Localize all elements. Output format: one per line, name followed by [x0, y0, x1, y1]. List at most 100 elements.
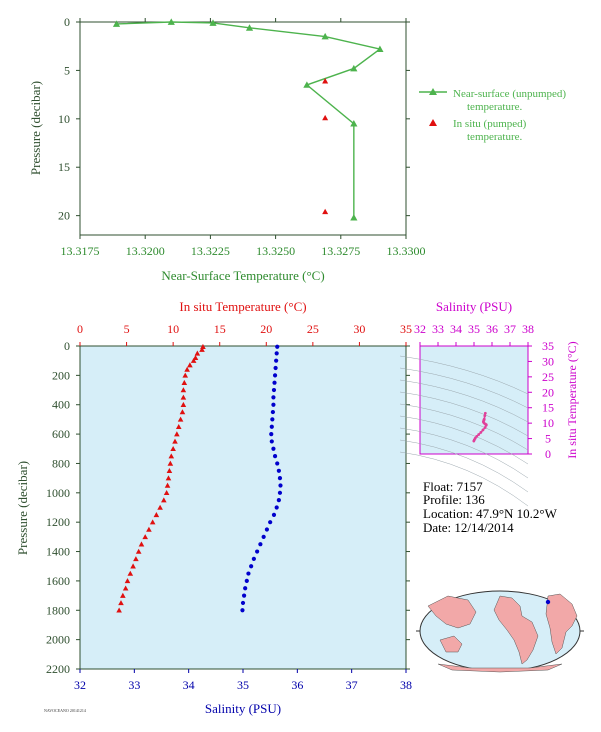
legend-insitu-marker — [429, 119, 437, 126]
main-y-tick-label: 1000 — [46, 486, 70, 500]
top-y-tick-label: 5 — [64, 63, 70, 77]
sal-tick-label: 32 — [74, 678, 86, 692]
map-eurasia-africa — [545, 593, 578, 655]
float-location-marker — [545, 599, 551, 605]
temperature-point — [135, 548, 142, 554]
density-contour — [399, 415, 529, 465]
temperature-point — [120, 592, 126, 598]
legend-nearsurface-label: Near-surface (unpumped) — [453, 88, 566, 100]
main-plot-frame — [79, 345, 407, 670]
temperature-point — [170, 445, 176, 452]
main-y-tick-label: 800 — [52, 456, 70, 470]
ts-point — [483, 414, 487, 418]
top-y-tick-label: 15 — [58, 160, 70, 174]
temperature-point — [180, 394, 187, 400]
salinity-point — [276, 468, 281, 473]
salinity-point — [271, 395, 276, 400]
salinity-point — [268, 520, 273, 525]
salinity-point — [277, 476, 283, 481]
sal-tick-label: 38 — [400, 678, 412, 692]
sal-tick-label: 35 — [237, 678, 249, 692]
salinity-point — [275, 344, 280, 349]
salinity-point — [269, 424, 274, 429]
legend-nearsurface-label-line2: temperature. — [467, 101, 523, 113]
legend-nearsurface-marker — [429, 88, 437, 95]
ts-x-tick-label: 32 — [414, 322, 426, 336]
density-contour — [399, 355, 529, 395]
sal-tick-label: 33 — [128, 678, 140, 692]
salinity-point — [273, 365, 278, 371]
temperature-point — [177, 416, 184, 422]
density-contour — [399, 391, 529, 437]
ts-x-tick-label: 36 — [486, 322, 498, 336]
salinity-point — [240, 608, 245, 613]
temperature-point — [187, 362, 193, 368]
temperature-point — [153, 512, 160, 518]
map-australia — [439, 635, 463, 653]
ts-y-axis-label: In situ Temperature (°C) — [565, 341, 579, 458]
world-map — [416, 590, 584, 673]
temperature-point — [168, 453, 175, 459]
temperature-point — [116, 607, 122, 613]
top-y-tick-label: 0 — [64, 15, 70, 29]
temperature-point — [184, 366, 190, 372]
salinity-point — [251, 556, 256, 561]
nearsurface-point — [245, 24, 254, 31]
salinity-point — [274, 358, 279, 363]
temperature-point — [133, 556, 139, 562]
density-contours — [399, 355, 529, 507]
location: Location: 47.9°N 10.2°W — [423, 506, 558, 521]
temperature-point — [180, 401, 187, 407]
ts-y-tick-label: 30 — [542, 354, 554, 368]
top-x-axis-label: Near-Surface Temperature (°C) — [161, 268, 324, 283]
top-x-tick-label: 13.3275 — [321, 244, 360, 258]
insitu-point — [322, 114, 329, 121]
temp-tick-label: 15 — [214, 322, 226, 336]
salinity-point — [270, 417, 275, 422]
near-surface-temperature-chart: 0 5 10 15 20 13.3175 13.3200 13.3225 13.3250 13.… — [28, 15, 566, 283]
main-y-tick-label: 1400 — [46, 545, 70, 559]
main-y-tick-label: 1800 — [46, 603, 70, 617]
profile-number: Profile: 136 — [423, 492, 485, 507]
salinity-point — [272, 454, 278, 459]
nearsurface-point — [376, 45, 384, 52]
ts-point — [472, 439, 476, 443]
temperature-point — [130, 563, 136, 569]
top-y-tick-label: 20 — [58, 209, 70, 223]
nearsurface-point — [321, 32, 329, 40]
salinity-point — [270, 409, 275, 415]
top-x-tick-label: 13.3225 — [191, 244, 230, 258]
salinity-point — [271, 446, 276, 451]
temperature-point — [164, 482, 171, 488]
top-plot-frame — [79, 21, 407, 236]
nearsurface-point — [350, 213, 358, 221]
salinity-point — [278, 483, 283, 488]
main-y-tick-label: 600 — [52, 427, 70, 441]
nearsurface-line — [116, 21, 382, 218]
salinity-point — [258, 542, 263, 547]
salinity-point — [272, 373, 278, 378]
salinity-point — [274, 351, 279, 356]
sal-tick-label: 34 — [183, 678, 195, 692]
temperature-point — [163, 490, 170, 496]
top-y-axis-label: Pressure (decibar) — [28, 81, 43, 175]
nearsurface-point — [350, 120, 358, 127]
nearsurface-point — [303, 81, 311, 88]
top-x-tick-label: 13.3175 — [61, 244, 100, 258]
ts-x-tick-label: 33 — [432, 322, 444, 336]
temperature-point — [175, 423, 182, 429]
density-contour — [399, 367, 529, 409]
ts-top-axis-label: Salinity (PSU) — [436, 299, 512, 314]
ts-y-tick-label: 10 — [542, 416, 554, 430]
ts-x-tick-label: 35 — [468, 322, 480, 336]
main-y-tick-label: 2200 — [46, 662, 70, 676]
ts-x-tick-label: 34 — [450, 322, 462, 336]
nearsurface-point — [112, 20, 121, 27]
temperature-point — [165, 475, 172, 481]
float-info: Float: 7157 Profile: 136 Location: 47.9°… — [423, 479, 558, 535]
temperature-point — [194, 350, 201, 356]
temperature-point — [182, 372, 189, 378]
temperature-point — [146, 526, 152, 532]
temp-tick-label: 20 — [260, 322, 272, 336]
